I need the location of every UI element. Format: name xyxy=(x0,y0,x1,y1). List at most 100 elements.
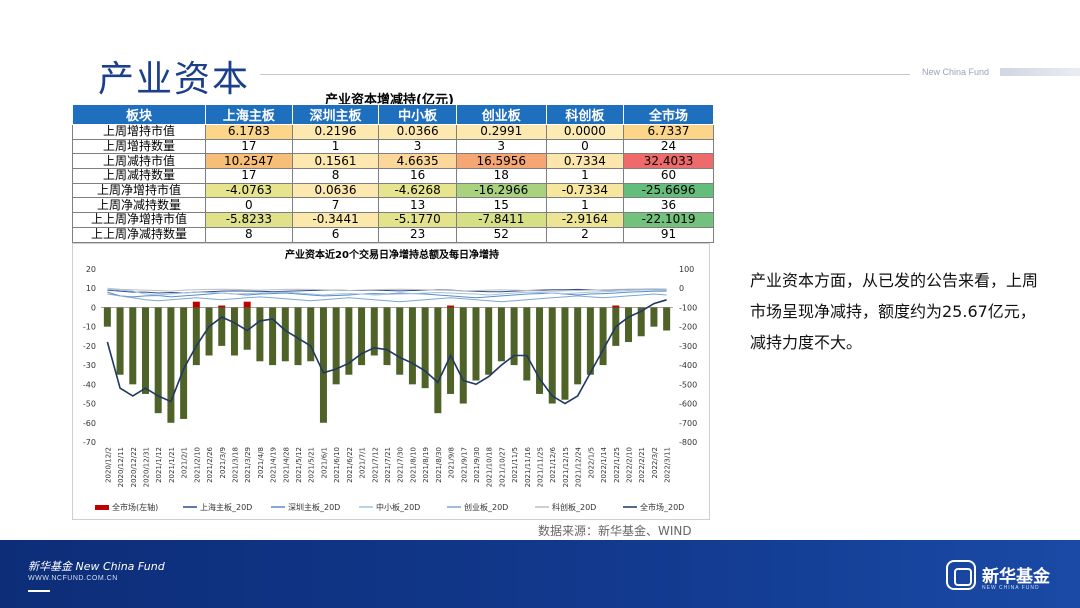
bar-全市场每日净增持 xyxy=(586,307,594,375)
table-cell: -5.8233 xyxy=(205,212,293,228)
legend-swatch xyxy=(95,505,109,510)
table-cell: 10.2547 xyxy=(205,153,293,170)
x-tick-label: 2021/4/28 xyxy=(282,447,290,483)
bar-全市场每日净增持 xyxy=(536,307,544,394)
table-cell: -0.7334 xyxy=(545,182,625,199)
table-header-cell: 板块 xyxy=(72,104,206,125)
table-row: 上周增持数量 17 1 3 3 0 24 xyxy=(72,138,714,155)
x-tick-label: 2021/3/18 xyxy=(231,447,239,483)
x-tick-label: 2021/12/15 xyxy=(562,447,570,487)
y-right-tick-label: 0 xyxy=(679,284,684,293)
x-tick-label: 2021/7/1 xyxy=(359,447,367,478)
table-cell: 0.0366 xyxy=(378,124,457,140)
x-tick-label: 2021/7/12 xyxy=(371,447,379,483)
bar-全市场每日净增持 xyxy=(548,307,556,404)
bar-全市场每日净增持 xyxy=(599,307,607,366)
bar-全市场(左轴) xyxy=(612,305,620,308)
x-tick-label: 2021/3/9 xyxy=(219,447,227,478)
bar-全市场每日净增持 xyxy=(116,307,124,375)
commentary-text: 产业资本方面，从已发的公告来看，上周市场呈现净减持，额度约为25.67亿元，减持… xyxy=(750,271,1039,352)
chart-svg: 产业资本近20个交易日净增持总额及每日净增持 -70 -60 -50 -40 -30 -20… xyxy=(83,248,697,512)
row-label: 上周增持数量 xyxy=(72,138,206,155)
row-label: 上周净减持数量 xyxy=(72,197,206,214)
table-cell: 16.5956 xyxy=(455,153,547,170)
x-tick-label: 2021/2/1 xyxy=(181,447,189,478)
bar-全市场(左轴) xyxy=(218,305,226,308)
table-header-row: 板块 上海主板 深圳主板 中小板 创业板 科创板 全市场 xyxy=(72,104,714,125)
x-tick-label: 2022/3/2 xyxy=(651,447,659,478)
x-tick-label: 2021/6/1 xyxy=(320,447,328,478)
line-科创板_20D xyxy=(107,287,667,292)
table-cell: -22.1019 xyxy=(623,212,714,228)
table-cell: 36 xyxy=(623,197,714,214)
table-cell: 32.4033 xyxy=(623,153,714,170)
table-cell: 6.1783 xyxy=(205,124,293,140)
footer-url[interactable]: WWW.NCFUND.COM.CN xyxy=(28,575,118,582)
y-right-tick-label: -300 xyxy=(679,342,697,351)
table-body: 上周增持市值 6.1783 0.2196 0.0366 0.2991 0.0000 6.73… xyxy=(72,124,714,243)
table-cell: 18 xyxy=(455,168,547,184)
footer-underline xyxy=(28,590,50,592)
y-right-tick-label: -400 xyxy=(679,361,697,370)
y-right-tick-label: -800 xyxy=(679,438,697,447)
y-right-tick-label: 100 xyxy=(679,265,694,274)
bar-全市场每日净增持 xyxy=(294,307,302,366)
table-cell: 6.7337 xyxy=(623,124,714,140)
legend-label: 全市场(左轴) xyxy=(112,502,158,512)
brand-decor-bar xyxy=(1000,68,1080,76)
legend-label: 全市场_20D xyxy=(640,502,684,512)
x-tick-label: 2022/3/11 xyxy=(664,447,672,483)
x-tick-label: 2021/9/17 xyxy=(460,447,468,483)
x-tick-label: 2021/10/18 xyxy=(486,447,494,487)
bar-全市场每日净增持 xyxy=(637,307,645,337)
table-cell: 8 xyxy=(291,168,380,184)
bar-全市场每日净增持 xyxy=(485,307,493,375)
x-tick-label: 2021/7/30 xyxy=(397,447,405,483)
line-中小板_20D xyxy=(107,288,667,296)
table-cell: 4.6635 xyxy=(378,153,457,170)
table-cell: 2 xyxy=(545,226,625,243)
table-cell: -25.6696 xyxy=(623,182,714,199)
table-header-cell: 中小板 xyxy=(378,104,457,125)
y-left-tick-label: -60 xyxy=(83,419,96,428)
x-tick-label: 2020/12/31 xyxy=(142,447,150,487)
x-tick-label: 2021/4/19 xyxy=(270,447,278,483)
x-tick-label: 2021/12/24 xyxy=(575,446,583,487)
table-cell: 1 xyxy=(545,168,625,184)
x-tick-label: 2021/8/30 xyxy=(435,447,443,483)
bar-全市场每日净增持 xyxy=(269,307,277,366)
row-label: 上上周净减持数量 xyxy=(72,226,206,243)
table-row: 上周减持数量 17 8 16 18 1 60 xyxy=(72,168,714,184)
table-row: 上周减持市值 10.2547 0.1561 4.6635 16.5956 0.7334 32… xyxy=(72,153,714,170)
y-left-tick-label: -20 xyxy=(83,342,96,351)
bar-全市场每日净增持 xyxy=(650,307,658,327)
x-tick-label: 2022/2/10 xyxy=(626,447,634,483)
bar-全市场每日净增持 xyxy=(472,307,480,381)
y-left-tick-label: -10 xyxy=(83,323,96,332)
header-divider xyxy=(260,74,910,75)
bar-全市场每日净增持 xyxy=(625,307,633,343)
x-tick-label: 2021/9/30 xyxy=(473,447,481,483)
table-row: 上上周净减持数量 8 6 23 52 2 91 xyxy=(72,226,714,243)
table-cell: -4.0763 xyxy=(205,182,293,199)
bar-全市场每日净增持 xyxy=(434,307,442,414)
bar-全市场每日净增持 xyxy=(370,307,378,356)
x-tick-label: 2021/8/19 xyxy=(422,447,430,483)
table-cell: -5.1770 xyxy=(378,212,457,228)
table-cell: 0.0636 xyxy=(291,182,380,199)
y-left-tick-label: -70 xyxy=(83,438,96,447)
bar-全市场(左轴) xyxy=(243,301,251,308)
capital-table: 板块 上海主板 深圳主板 中小板 创业板 科创板 全市场 上周增持市值 6.1783 0.219… xyxy=(72,104,714,243)
bar-全市场每日净增持 xyxy=(447,307,455,394)
x-tick-label: 2021/11/25 xyxy=(537,447,545,487)
y-left-tick-label: -50 xyxy=(83,400,96,409)
table-cell: 0.2196 xyxy=(291,124,380,140)
y-left-tick-label: -40 xyxy=(83,380,96,389)
bar-全市场每日净增持 xyxy=(205,307,213,356)
row-label: 上周减持市值 xyxy=(72,153,206,170)
company-logo-icon xyxy=(946,560,976,590)
bar-全市场(左轴) xyxy=(447,305,455,308)
legend-label: 中小板_20D xyxy=(376,502,420,512)
bar-全市场每日净增持 xyxy=(510,307,518,366)
table-cell: 0.1561 xyxy=(291,153,380,170)
